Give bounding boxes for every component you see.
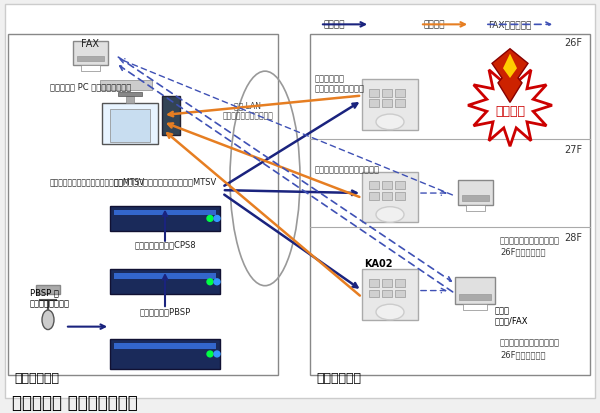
Bar: [118, 93, 142, 96]
Text: 速やかに避難してください: 速やかに避難してください: [500, 235, 560, 244]
Circle shape: [207, 351, 213, 357]
Bar: [466, 205, 485, 211]
Bar: [8, 35, 278, 375]
Bar: [395, 290, 405, 298]
Circle shape: [214, 216, 220, 222]
Text: 火災発生時に
「火災」ボタンを押す: 火災発生時に 「火災」ボタンを押す: [315, 74, 365, 93]
Bar: [382, 182, 392, 190]
Bar: [114, 210, 216, 216]
Text: 28F: 28F: [564, 232, 582, 242]
Bar: [362, 269, 418, 320]
Ellipse shape: [376, 207, 404, 223]
Text: 災害対策本部: 災害対策本部: [14, 372, 59, 385]
Text: 火災発生: 火災発生: [495, 104, 525, 117]
Text: 構内 LAN
（マルチキャスト対応）: 構内 LAN （マルチキャスト対応）: [223, 101, 274, 121]
Bar: [102, 104, 158, 145]
Bar: [395, 90, 405, 97]
Bar: [382, 279, 392, 287]
Circle shape: [214, 351, 220, 357]
Text: 校舎（教室）: 校舎（教室）: [316, 372, 361, 385]
Bar: [77, 57, 104, 62]
Text: 26F: 26F: [564, 38, 582, 47]
Bar: [382, 192, 392, 200]
Bar: [114, 273, 216, 279]
Text: 放送元機器：PBSP: 放送元機器：PBSP: [139, 306, 191, 316]
Bar: [395, 182, 405, 190]
Bar: [114, 343, 216, 349]
Bar: [73, 42, 108, 66]
Bar: [458, 181, 493, 205]
Polygon shape: [492, 50, 528, 103]
Bar: [36, 285, 60, 295]
Bar: [395, 192, 405, 200]
Bar: [369, 192, 379, 200]
Text: 呼制御サーバー：CPS8: 呼制御サーバー：CPS8: [134, 240, 196, 249]
Bar: [110, 206, 220, 232]
Bar: [369, 100, 379, 108]
Text: FAXと音声通話: FAXと音声通話: [488, 20, 532, 29]
Bar: [382, 90, 392, 97]
Bar: [463, 304, 487, 310]
Circle shape: [207, 216, 213, 222]
Circle shape: [207, 279, 213, 285]
Bar: [382, 100, 392, 108]
Bar: [362, 172, 418, 223]
Bar: [369, 182, 379, 190]
Bar: [362, 80, 418, 131]
Bar: [369, 290, 379, 298]
Bar: [110, 339, 220, 369]
Bar: [395, 100, 405, 108]
Bar: [369, 90, 379, 97]
Ellipse shape: [376, 115, 404, 131]
Bar: [162, 96, 180, 135]
Ellipse shape: [376, 304, 404, 320]
Text: 連絡用
電話機/FAX: 連絡用 電話機/FAX: [495, 306, 529, 325]
Text: KA02: KA02: [364, 259, 392, 269]
Text: 工学院大学 新宿キャンパス: 工学院大学 新宿キャンパス: [12, 393, 138, 411]
Bar: [110, 110, 150, 143]
Text: 安否確認用 PC アプリケーション: 安否確認用 PC アプリケーション: [50, 82, 131, 91]
Bar: [110, 269, 220, 295]
Bar: [462, 195, 489, 202]
Text: 避難時「避難」ボタンを押す: 避難時「避難」ボタンを押す: [315, 165, 380, 174]
Ellipse shape: [42, 310, 54, 330]
Text: 緊急放送: 緊急放送: [323, 20, 344, 29]
Text: マルチキャスト一斉同報サーバー：MTSV: マルチキャスト一斉同報サーバー：MTSV: [113, 177, 217, 186]
Text: 安否確認: 安否確認: [423, 20, 445, 29]
Text: 26Fで火災発生！: 26Fで火災発生！: [500, 349, 545, 358]
Text: マルチキャスト一斉同報サーバー：MTSV: マルチキャスト一斉同報サーバー：MTSV: [50, 177, 145, 186]
Bar: [382, 290, 392, 298]
Bar: [395, 279, 405, 287]
Text: FAX: FAX: [81, 39, 99, 49]
Polygon shape: [468, 65, 552, 147]
Bar: [455, 277, 495, 304]
Bar: [369, 279, 379, 287]
Bar: [100, 81, 152, 90]
Polygon shape: [503, 55, 517, 79]
Text: 速やかに避難してください: 速やかに避難してください: [500, 337, 560, 347]
Bar: [126, 96, 134, 104]
Text: 27F: 27F: [564, 145, 582, 155]
Circle shape: [214, 279, 220, 285]
Text: 26Fで火災発生！: 26Fで火災発生！: [500, 247, 545, 256]
Bar: [310, 35, 590, 375]
Bar: [81, 66, 100, 72]
Bar: [459, 295, 491, 301]
Text: PBSP 用
ページングマイク: PBSP 用 ページングマイク: [30, 288, 70, 307]
